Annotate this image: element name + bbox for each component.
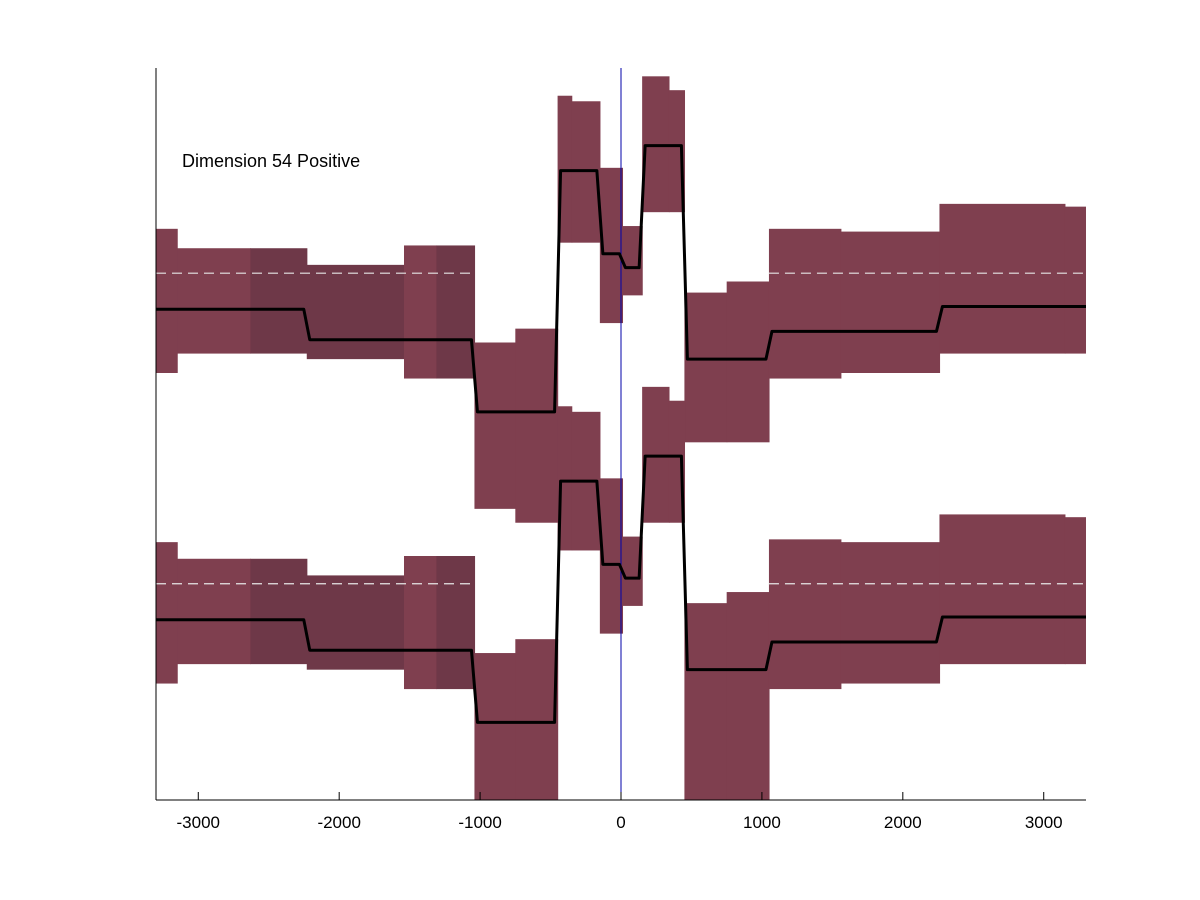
band-rect-s1-17 (768, 228, 842, 379)
band-rect-s1-5 (404, 245, 438, 379)
x-tick-label: 1000 (743, 813, 781, 832)
band-rect-s2-11 (599, 478, 624, 634)
x-tick-label: -2000 (317, 813, 360, 832)
band-rect-s1-16 (726, 281, 770, 443)
chart-annotation: Dimension 54 Positive (182, 151, 360, 171)
x-tick-label: 0 (616, 813, 625, 832)
confidence-bands (156, 76, 1086, 800)
x-tick-label: -1000 (458, 813, 501, 832)
band-rect-s2-5 (404, 556, 438, 690)
band-rect-s2-16 (726, 592, 770, 800)
band-rect-s1-12 (622, 226, 643, 296)
band-rect-s2-20 (1064, 517, 1086, 665)
x-tick-label: 2000 (884, 813, 922, 832)
band-rect-s1-11 (599, 167, 624, 324)
band-rect-s1-8 (515, 328, 559, 523)
band-rect-s1-18 (840, 231, 941, 373)
mean-step-lines (156, 144, 1086, 724)
reference-lines (156, 272, 1086, 585)
band-rect-s2-6 (436, 556, 476, 690)
band-rect-s2-3 (250, 558, 308, 665)
band-rect-s2-19 (939, 514, 1066, 665)
band-rect-s1-19 (939, 203, 1066, 354)
x-tick-label: 3000 (1025, 813, 1063, 832)
band-rect-s1-1 (156, 228, 178, 373)
band-rect-s2-7 (474, 653, 516, 800)
band-rect-s2-4 (306, 575, 405, 670)
band-rect-s2-18 (840, 542, 941, 684)
band-rect-s2-2 (177, 558, 252, 665)
band-rect-s1-7 (474, 342, 516, 509)
band-rect-s1-2 (177, 248, 252, 354)
mean-step-line-s1 (156, 144, 1086, 414)
band-rect-s2-8 (515, 639, 559, 800)
plot-area (156, 68, 1086, 800)
mean-step-line-s2 (156, 454, 1086, 724)
band-rect-s2-12 (622, 536, 643, 606)
band-rect-s1-3 (250, 248, 308, 354)
band-rect-s2-15 (684, 603, 728, 800)
x-axis-ticks: -3000 -2000 -1000 0 1000 2000 3000 (177, 792, 1063, 832)
band-rect-s2-17 (768, 539, 842, 690)
band-rect-s2-1 (156, 542, 178, 684)
band-rect-s1-20 (1064, 206, 1086, 354)
band-rect-s1-6 (436, 245, 476, 379)
band-rect-s1-15 (684, 292, 728, 443)
band-rect-s1-4 (306, 264, 405, 360)
x-tick-label: -3000 (177, 813, 220, 832)
